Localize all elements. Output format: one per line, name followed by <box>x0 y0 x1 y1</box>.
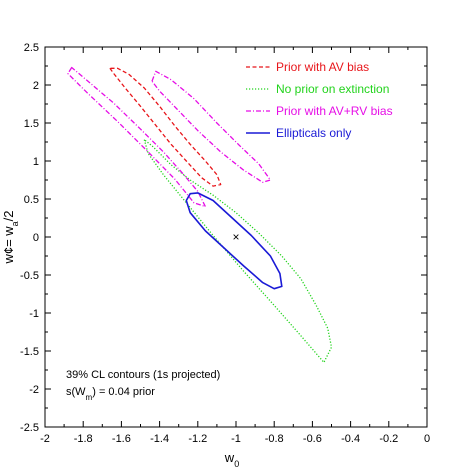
x-tick-label: 0 <box>424 433 430 445</box>
x-tick-label: -1.2 <box>188 433 207 445</box>
contour-ellipticals-only <box>185 192 283 290</box>
x-tick-label: -0.4 <box>341 433 360 445</box>
fiducial-cross: × <box>232 230 239 244</box>
annotation-contour-level: 39% CL contours (1s projected) <box>66 369 220 381</box>
y-tick-label: -2.5 <box>20 422 39 434</box>
y-axis-title: w¢= wa/2 <box>1 210 20 264</box>
y-tick-label: -2 <box>29 384 39 396</box>
x-tick-label: -1.8 <box>74 433 93 445</box>
contour-prior-with-av-rv-bias-second-region <box>151 70 272 183</box>
contour-series <box>67 66 333 364</box>
contour-no-prior-on-extinction <box>143 139 333 364</box>
legend-label-prior-with-av-rv-bias: Prior with AV+RV bias <box>276 104 393 118</box>
fiducial-marker: × <box>232 230 239 244</box>
y-axis: -2.5 -2 -1.5 -1 -0.5 0 0.5 1 1.5 2 2.5 <box>20 42 427 434</box>
legend-label-ellipticals-only: Ellipticals only <box>276 126 351 140</box>
x-tick-label: -1 <box>231 433 241 445</box>
x-tick-label: -1.6 <box>112 433 131 445</box>
x-tick-label: -0.2 <box>379 433 398 445</box>
annotations: 39% CL contours (1s projected) s(Wm) = 0.… <box>66 369 220 402</box>
x-tick-label: -0.6 <box>303 433 322 445</box>
y-tick-label: 1.5 <box>24 118 39 130</box>
y-tick-label: -1 <box>29 308 39 320</box>
y-tick-label: 2.5 <box>24 42 39 54</box>
x-tick-label: -2 <box>40 433 50 445</box>
y-tick-label: 0 <box>33 232 39 244</box>
y-tick-label: -1.5 <box>20 346 39 358</box>
x-axis: -2 -1.8 -1.6 -1.4 -1.2 -1 -0.8 -0.6 -0.4 -0.2 0 <box>40 47 430 445</box>
x-axis-title: w0 <box>224 450 239 469</box>
legend-label-prior-with-av-bias: Prior with AV bias <box>276 60 369 74</box>
annotation-prior: s(Wm) = 0.04 prior <box>66 386 155 402</box>
x-tick-label: -1.4 <box>150 433 169 445</box>
x-tick-label: -0.8 <box>265 433 284 445</box>
legend-label-no-prior-on-extinction: No prior on extinction <box>276 82 389 96</box>
y-tick-label: -0.5 <box>20 270 39 282</box>
legend: Prior with AV bias No prior on extinction… <box>246 60 393 140</box>
y-tick-label: 2 <box>33 80 39 92</box>
y-tick-label: 1 <box>33 156 39 168</box>
contour-prior-with-av-bias <box>109 67 222 187</box>
y-tick-label: 0.5 <box>24 194 39 206</box>
